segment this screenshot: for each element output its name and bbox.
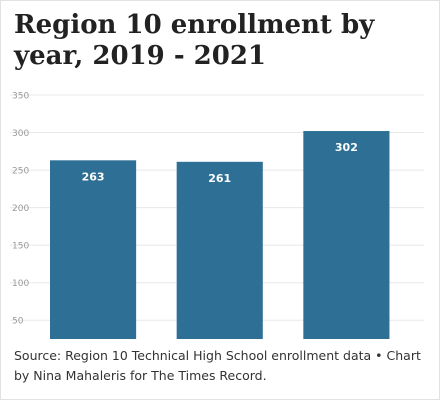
source-note: Source: Region 10 Technical High School … <box>14 348 421 383</box>
y-tick-label-50: 50 <box>12 317 24 327</box>
chart-title: Region 10 enrollment by year, 2019 - 202… <box>14 10 375 71</box>
y-tick-label-150: 150 <box>12 242 29 252</box>
y-tick-label-350: 350 <box>12 92 29 102</box>
data-label-2021: 302 <box>335 141 358 154</box>
bar-2021 <box>303 131 390 339</box>
bar-chart: 50 100 150 200 250 300 350 263 261 302 <box>10 92 424 339</box>
y-tick-label-300: 300 <box>12 129 29 139</box>
bar-2020 <box>176 161 263 339</box>
y-tick-label-200: 200 <box>12 204 29 214</box>
y-tick-label-250: 250 <box>12 167 29 177</box>
data-label-2020: 261 <box>208 172 231 185</box>
bar-2019 <box>50 160 137 339</box>
data-label-2019: 263 <box>82 170 105 183</box>
y-tick-label-100: 100 <box>12 279 29 289</box>
